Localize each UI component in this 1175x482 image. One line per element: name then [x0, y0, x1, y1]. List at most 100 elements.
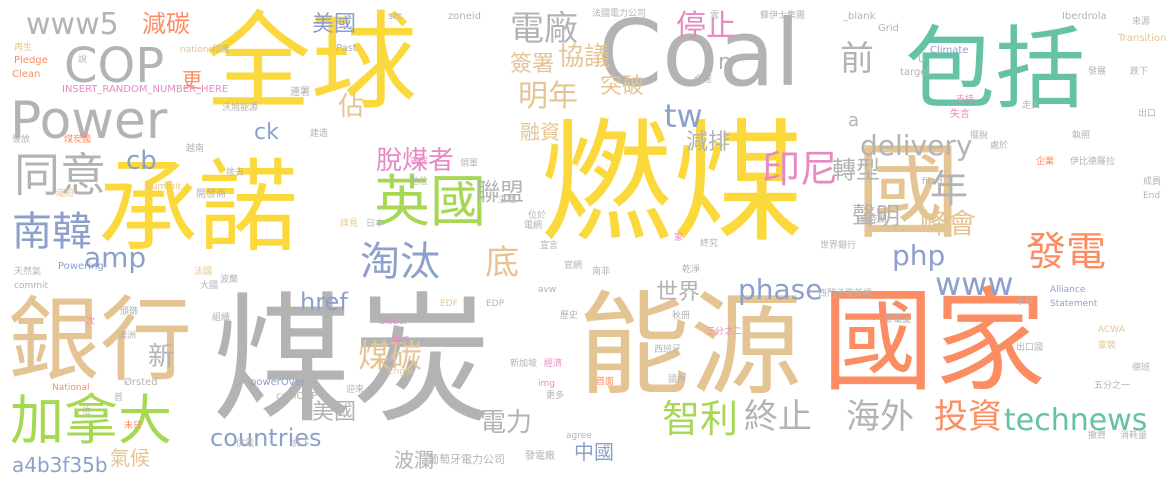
- word: ck: [254, 120, 279, 145]
- word: 融資: [520, 120, 560, 144]
- word: 首: [114, 393, 124, 403]
- word: 未日: [124, 421, 143, 431]
- word: Engie: [388, 367, 414, 377]
- word: 能源: [578, 281, 802, 411]
- word: 五分之一: [1094, 381, 1131, 391]
- word: fired: [922, 177, 943, 187]
- word: 消耗量: [1120, 431, 1148, 441]
- word: 走入: [1022, 101, 1041, 111]
- word: powerOver: [250, 377, 305, 388]
- word: 撤資: [1088, 431, 1107, 441]
- word: Power: [10, 91, 168, 151]
- word: 開發商: [196, 189, 226, 200]
- word: 美國: [312, 12, 357, 37]
- word: www5: [26, 7, 119, 42]
- word: technews: [1004, 403, 1148, 438]
- word: 脫煤者: [376, 146, 455, 176]
- word: 沃旭能源: [222, 103, 259, 113]
- word: EDF: [440, 299, 458, 309]
- word: 智利: [662, 397, 739, 441]
- word: tw: [664, 97, 703, 135]
- word: 表態: [410, 157, 429, 167]
- word: ACWA: [1098, 325, 1125, 335]
- word: 官網: [564, 261, 583, 271]
- word: 烏克蘭: [860, 215, 888, 225]
- word: 電廠: [510, 9, 578, 49]
- word: 推手: [392, 337, 411, 347]
- word: 英國: [374, 170, 486, 235]
- word: 峰會: [920, 207, 977, 240]
- word: n: [718, 50, 732, 75]
- word: 乾淨: [682, 265, 701, 275]
- word: 印尼: [762, 147, 839, 191]
- word: 中國: [574, 440, 614, 464]
- word: 終止: [744, 397, 812, 437]
- word: 許下: [292, 439, 311, 449]
- word: 發電: [1026, 229, 1106, 275]
- word: 位於: [528, 211, 547, 221]
- word: INSERT_RANDOM_NUMBER_HERE: [62, 84, 229, 95]
- word: coalCOP: [276, 391, 318, 402]
- word: 主題: [498, 195, 517, 205]
- word: 減排: [686, 130, 731, 155]
- word: 美國: [312, 400, 357, 425]
- word: National: [52, 383, 90, 393]
- word: 停止: [676, 9, 736, 44]
- word: 說: [78, 55, 88, 65]
- word: 發電量: [884, 315, 912, 325]
- word: 法國: [194, 267, 213, 277]
- word: commit: [14, 281, 49, 291]
- word: 發展: [1088, 67, 1107, 77]
- word: 全速: [694, 75, 713, 85]
- word: 出口國: [1016, 343, 1044, 353]
- word: 煤炭: [212, 280, 493, 443]
- word: www: [935, 265, 1014, 303]
- word: 三分之二: [706, 327, 743, 337]
- word: Ørsted: [124, 377, 158, 388]
- word: 世界: [656, 280, 701, 305]
- word: 雲: [710, 11, 720, 21]
- word: php: [892, 239, 946, 272]
- word: 頒篩: [120, 307, 139, 317]
- word: 底: [485, 243, 519, 283]
- word: Summit: [146, 182, 181, 192]
- word: 歷史: [560, 311, 579, 321]
- word: cb: [126, 146, 157, 176]
- word: 建造: [310, 129, 329, 139]
- word: 前: [840, 39, 874, 79]
- word: Powering: [58, 261, 104, 272]
- word: 次: [86, 317, 96, 327]
- word: 澳洲: [118, 331, 137, 341]
- word: 組織: [212, 313, 231, 323]
- word: nations: [180, 45, 214, 55]
- word: Transition: [1118, 33, 1167, 44]
- word: Past: [336, 43, 357, 54]
- word: 供電: [236, 439, 255, 449]
- word: 秋冊: [672, 311, 691, 321]
- word: 轉型: [832, 156, 880, 184]
- word: a4b3f35b: [12, 453, 108, 477]
- word: 捨去: [226, 168, 245, 178]
- word: 波蘭: [220, 275, 239, 285]
- word: 世界銀行: [820, 241, 857, 251]
- word: 減碳: [142, 10, 190, 38]
- word: 南韓: [12, 209, 92, 255]
- word: avw: [538, 285, 557, 295]
- word: 領軍: [460, 159, 479, 169]
- word: 電網: [524, 221, 543, 231]
- word: 新: [148, 342, 175, 372]
- word: 電力: [480, 408, 533, 438]
- word: delivery: [860, 129, 973, 162]
- word: 更: [182, 68, 202, 92]
- word: 協議: [558, 42, 611, 72]
- word: 印度: [212, 45, 231, 55]
- word: 同意: [14, 148, 106, 202]
- word: 出口: [1138, 109, 1157, 119]
- word: 加拿大: [10, 389, 172, 452]
- word: 迎來: [346, 385, 365, 395]
- word: COP: [64, 38, 165, 94]
- word: EDP: [486, 299, 505, 309]
- word: 煤碳: [358, 337, 423, 375]
- word: 再生: [14, 43, 33, 53]
